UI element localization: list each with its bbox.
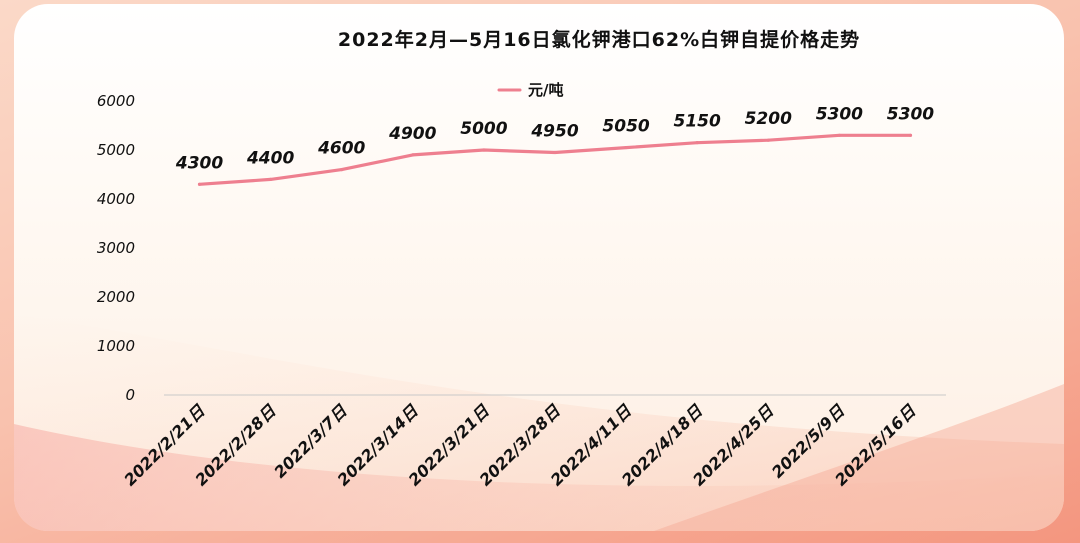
y-tick-label: 4000 — [97, 190, 135, 208]
data-point — [908, 133, 913, 137]
data-label: 4950 — [530, 121, 578, 141]
chart-title: 2022年2月—5月16日氯化钾港口62%白钾自提价格走势 — [338, 28, 860, 51]
data-point — [624, 145, 628, 150]
data-label: 4300 — [175, 153, 223, 173]
data-point — [695, 141, 699, 145]
y-tick-label: 3000 — [97, 239, 135, 257]
background-waves — [14, 314, 1064, 531]
series-line — [197, 133, 913, 186]
data-point — [269, 177, 273, 181]
data-point — [482, 148, 486, 152]
y-tick-label: 5000 — [97, 141, 135, 159]
data-label: 4600 — [317, 139, 365, 159]
line-chart: 2022年2月—5月16日氯化钾港口62%白钾自提价格走势 元/吨 0 1000 2… — [14, 28, 1064, 531]
data-label: 5150 — [674, 112, 721, 132]
data-point — [553, 150, 557, 155]
y-tick-label: 6000 — [97, 92, 135, 110]
data-label: 5300 — [816, 104, 863, 124]
legend-label: 元/吨 — [528, 81, 563, 99]
data-point — [766, 138, 770, 142]
data-point — [837, 133, 841, 137]
data-label: 5050 — [602, 117, 649, 137]
x-axis: 2022/2/21日2022/2/28日2022/3/7日2022/3/14日2… — [120, 401, 920, 490]
data-point — [340, 168, 344, 172]
y-axis: 0 1000 2000 3000 4000 5000 6000 — [97, 92, 135, 404]
data-labels: 4300 4400 4600 4900 5000 4950 5050 5150 5200 5300… — [175, 104, 934, 173]
y-tick-label: 0 — [125, 386, 135, 404]
data-label: 5000 — [460, 119, 507, 139]
data-label: 4900 — [388, 124, 436, 144]
series-layer — [197, 133, 913, 186]
data-label: 4400 — [246, 148, 294, 168]
y-tick-label: 1000 — [97, 337, 135, 355]
legend: 元/吨 — [497, 81, 563, 99]
data-point — [197, 182, 202, 186]
data-label: 5200 — [745, 109, 792, 129]
chart-card: 2022年2月—5月16日氯化钾港口62%白钾自提价格走势 元/吨 0 1000 2… — [14, 4, 1064, 531]
y-tick-label: 2000 — [97, 288, 135, 306]
data-point — [411, 153, 415, 157]
data-label: 5300 — [887, 104, 934, 124]
